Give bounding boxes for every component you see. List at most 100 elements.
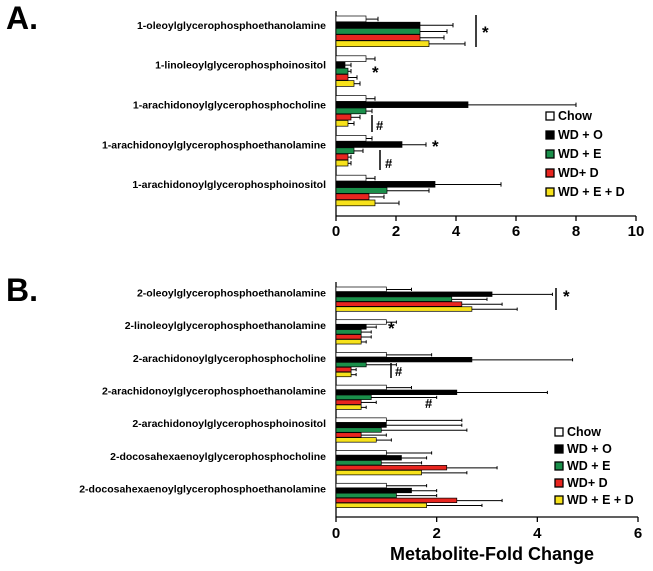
x-tick-label: 6: [634, 525, 642, 542]
legend-label-wd-d: WD+ D: [558, 166, 599, 180]
bar-wd-e-d-7: [335, 502, 427, 508]
bar-wd-o-1: [335, 291, 493, 297]
x-axis-label: Metabolite-Fold Change: [390, 544, 594, 564]
panel-a-label: A.: [6, 0, 38, 36]
bar-wd-e-6: [335, 460, 382, 466]
asterisk-marker: *: [388, 319, 395, 338]
bar-wd-e-3: [335, 361, 367, 368]
asterisk-marker: *: [432, 137, 439, 156]
bar-wd-e-1: [335, 28, 421, 35]
category-label-1-oleoylglycerophosphoethanolamine: 1-oleoylglycerophosphoethanolamine: [137, 20, 326, 32]
bar-chow-2: [335, 55, 367, 62]
bar-wd-e-2: [335, 329, 362, 335]
category-label-2-linoleoylglycerophosphoethanolamine: 2-linoleoylglycerophosphoethanolamine: [125, 320, 326, 332]
bar-wd-e-d-3: [335, 371, 352, 378]
bar-wd-e-d-6: [335, 469, 422, 476]
bar-wd-e-4: [335, 147, 355, 154]
asterisk-marker: *: [563, 287, 570, 306]
panel-b-label: B.: [6, 272, 38, 308]
legend-label-wd-e-d: WD + E + D: [567, 493, 634, 507]
legend-label-wd-o: WD + O: [567, 442, 612, 456]
x-tick-label: 2: [432, 525, 440, 542]
bar-chow-1: [335, 15, 367, 23]
legend-swatch-chow: [545, 111, 555, 121]
bar-wd-o-4: [335, 389, 458, 395]
bar-wd-e-d-4: [335, 159, 349, 167]
bar-wd-e-d-5: [335, 199, 376, 207]
bar-wd-o-1: [335, 21, 421, 29]
x-tick-label: 2: [392, 223, 400, 240]
x-tick-label: 6: [512, 223, 520, 240]
bar-wd-o-3: [335, 101, 469, 108]
bar-wd-d-1: [335, 34, 421, 41]
bar-wd-d-6: [335, 465, 448, 471]
bar-wd-d-1: [335, 301, 463, 307]
category-label-2-arachidonoylglycerophosphoinositol: 2-arachidonoylglycerophosphoinositol: [132, 418, 326, 430]
bar-wd-o-7: [335, 487, 412, 494]
bar-wd-o-3: [335, 357, 473, 363]
bar-wd-o-2: [335, 61, 346, 69]
legend-swatch-wd-o: [554, 444, 564, 454]
bar-wd-e-5: [335, 427, 382, 433]
bar-wd-e-3: [335, 107, 367, 115]
chart-panel-a: 0 2 4 6 8 10 1-oleoylglycerophosphoethanolamin…: [102, 11, 644, 240]
bar-wd-e-d-1: [335, 40, 430, 47]
hash-marker: #: [385, 156, 393, 171]
bar-chow-4: [335, 384, 387, 391]
bar-chow-7: [335, 482, 387, 489]
asterisk-marker: *: [482, 23, 489, 42]
bar-wd-d-2: [335, 334, 362, 340]
bar-wd-d-5: [335, 193, 370, 200]
category-label-2-arachidonoylglycerophosphocholine: 2-arachidonoylglycerophosphocholine: [133, 353, 326, 365]
x-tick-label: 8: [572, 223, 580, 240]
bar-wd-d-5: [335, 432, 362, 438]
bar-chow-6: [335, 450, 387, 456]
bar-wd-o-5: [335, 181, 436, 188]
bar-wd-e-d-1: [335, 306, 473, 312]
category-label-1-arachidonoylglycerophosphoethanolamine: 1-arachidonoylglycerophosphoethanolamine: [102, 139, 326, 151]
category-label-1-linoleoylglycerophosphoinositol: 1-linoleoylglycerophosphoinositol: [155, 60, 326, 72]
bar-wd-e-d-2: [335, 80, 355, 87]
bar-chow-5: [335, 174, 367, 182]
bar-wd-o-5: [335, 422, 387, 428]
bar-wd-e-d-2: [335, 339, 362, 345]
chart-panel-b: 0 2 4 6 2-oleoylglycerophosphoethanolamine 2-…: [79, 282, 642, 542]
bar-wd-e-d-4: [335, 404, 362, 410]
bar-wd-e-5: [335, 187, 388, 194]
bar-chow-4: [335, 135, 367, 142]
hash-marker: #: [376, 118, 384, 133]
bar-wd-e-d-5: [335, 437, 377, 443]
legend-swatch-wd-e-d: [554, 495, 564, 505]
legend-label-chow: Chow: [567, 425, 601, 439]
bar-wd-d-4: [335, 399, 362, 405]
bar-chow-1: [335, 286, 387, 292]
bar-wd-e-4: [335, 394, 372, 400]
legend-label-wd-e: WD + E: [567, 459, 610, 473]
bar-wd-e-2: [335, 67, 349, 75]
bar-wd-d-4: [335, 153, 349, 161]
bar-chow-2: [335, 319, 387, 325]
legend-label-wd-d: WD+ D: [567, 476, 608, 490]
bar-chow-3: [335, 352, 387, 358]
bar-wd-d-7: [335, 497, 458, 504]
legend-label-wd-e-d: WD + E + D: [558, 185, 625, 199]
bar-wd-o-4: [335, 141, 403, 148]
legend-swatch-wd-e-d: [545, 187, 555, 197]
legend-label-wd-o: WD + O: [558, 128, 603, 142]
category-label-2-oleoylglycerophosphoethanolamine: 2-oleoylglycerophosphoethanolamine: [137, 287, 326, 299]
x-tick-label: 4: [452, 223, 461, 240]
legend-swatch-chow: [554, 427, 564, 437]
x-tick-label: 10: [628, 223, 645, 240]
legend-label-wd-e: WD + E: [558, 147, 601, 161]
hash-marker: #: [425, 396, 433, 411]
x-tick-label: 0: [332, 223, 340, 240]
legend-label-chow: Chow: [558, 109, 592, 123]
bar-wd-d-2: [335, 74, 349, 81]
bar-chow-3: [335, 95, 367, 102]
category-label-2-docosahexaenoylglycerophosphocholine: 2-docosahexaenoylglycerophosphocholine: [110, 451, 326, 463]
x-tick-label: 0: [332, 525, 340, 542]
hash-marker: #: [395, 364, 403, 379]
asterisk-marker: *: [372, 63, 379, 82]
bar-wd-e-1: [335, 296, 453, 302]
